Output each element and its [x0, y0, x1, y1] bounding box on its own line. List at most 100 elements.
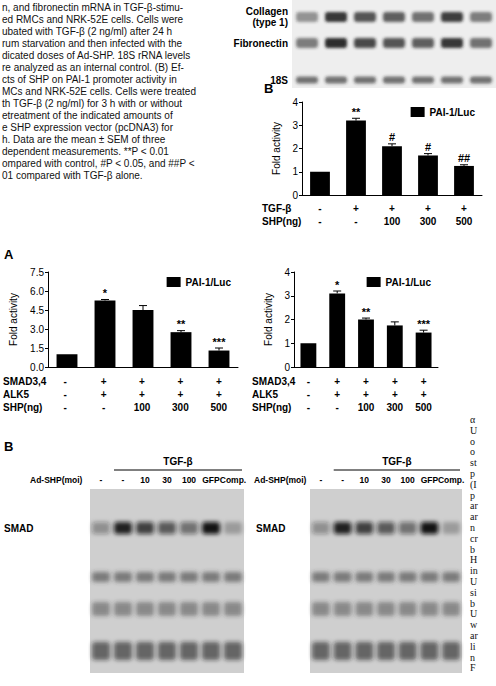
html-text:U: U: [470, 608, 478, 620]
html-text:500: 500: [455, 216, 473, 227]
svg-text:TGF-β: TGF-β: [382, 456, 411, 467]
svg-text:Fold activity: Fold activity: [271, 122, 282, 175]
svg-text:GFP: GFP: [202, 475, 220, 485]
svg-text:**: **: [362, 306, 371, 318]
svg-text:#: #: [425, 141, 431, 153]
svg-text:100: 100: [401, 475, 415, 485]
svg-text:4: 4: [292, 97, 298, 108]
html-text:300: 300: [419, 216, 437, 227]
svg-text:3: 3: [284, 290, 290, 301]
html-text:B: B: [4, 439, 14, 454]
html-text:A: A: [4, 247, 14, 262]
svg-text:0: 0: [284, 362, 290, 373]
html-text:th TGF-β (2 ng/ml) for 3 h wit: th TGF-β (2 ng/ml) for 3 h with or witho…: [2, 98, 183, 109]
svg-text:PAI-1/Luc: PAI-1/Luc: [430, 107, 476, 118]
svg-text:4: 4: [284, 267, 290, 278]
html-text:01 compared with TGF-β alone.: 01 compared with TGF-β alone.: [2, 170, 143, 181]
svg-text:SMAD: SMAD: [256, 523, 285, 534]
html-text:rum starvation and then infect: rum starvation and then infected with th…: [2, 38, 183, 49]
html-text:B: B: [264, 81, 274, 96]
html-text:dicated doses of Ad-SHP. 18S r: dicated doses of Ad-SHP. 18S rRNA levels: [2, 50, 191, 61]
html-text:SHP(ng): SHP(ng): [3, 402, 43, 413]
html-text:ompared with control, #P < 0.0: ompared with control, #P < 0.05, and ##P…: [2, 158, 195, 169]
svg-text:***: ***: [417, 318, 431, 330]
svg-text:2: 2: [284, 314, 290, 325]
html-text:100: 100: [133, 402, 151, 413]
html-text:300: 300: [386, 402, 404, 413]
svg-text:2: 2: [292, 143, 298, 154]
html-text:cr: cr: [470, 532, 478, 544]
svg-text:-: -: [341, 475, 344, 485]
svg-text:3: 3: [292, 120, 298, 131]
svg-text:Fold activity: Fold activity: [8, 293, 19, 346]
html-text:Fibronectin: Fibronectin: [233, 37, 288, 49]
html-text:18S: 18S: [270, 74, 288, 86]
html-text:in: in: [470, 565, 478, 577]
svg-text:10: 10: [140, 475, 150, 485]
svg-text:Ad-SHP(moi): Ad-SHP(moi): [30, 475, 83, 485]
svg-text:Ad-SHP(moi): Ad-SHP(moi): [254, 475, 307, 485]
html-text:dependent measurements. **P <: dependent measurements. **P < 0.01: [2, 146, 169, 157]
html-text:U: U: [470, 424, 478, 436]
html-text:ar: ar: [470, 500, 478, 512]
svg-text:100: 100: [182, 475, 196, 485]
svg-text:***: ***: [213, 336, 227, 348]
svg-text:0.0: 0.0: [30, 362, 44, 373]
html-text:ar: ar: [470, 630, 478, 641]
svg-text:1: 1: [284, 338, 290, 349]
html-text:ar: ar: [470, 511, 478, 523]
html-text:cts of SHP on PAI-1 promoter a: cts of SHP on PAI-1 promoter activity in: [2, 74, 177, 85]
html-text:e SHP expression vector (pcDNA: e SHP expression vector (pcDNA3) for: [2, 122, 173, 133]
svg-text:Comp.: Comp.: [438, 475, 464, 485]
html-text:SMAD3,4: SMAD3,4: [3, 376, 47, 387]
svg-text:30: 30: [162, 475, 172, 485]
html-text:300: 300: [172, 402, 189, 413]
html-text:ed RMCs and NRK-52E cells. Cel: ed RMCs and NRK-52E cells. Cells were: [2, 14, 184, 25]
svg-text:##: ##: [458, 152, 470, 164]
svg-text:-: -: [319, 475, 322, 485]
html-text:100: 100: [357, 402, 375, 413]
svg-text:30: 30: [381, 475, 391, 485]
html-text:n, and fibronectin mRNA in TGF: n, and fibronectin mRNA in TGF-β-stimu-: [2, 2, 184, 13]
svg-text:PAI-1/Luc: PAI-1/Luc: [386, 277, 432, 288]
svg-text:PAI-1/Luc: PAI-1/Luc: [186, 277, 232, 288]
html-text:etreatment of the indicated am: etreatment of the indicated amounts of: [2, 110, 173, 121]
html-text:100: 100: [383, 216, 401, 227]
html-text:SHP(ng): SHP(ng): [252, 402, 292, 413]
svg-text:6.0: 6.0: [30, 286, 44, 297]
html-text:h. Data are the mean ± SEM of: h. Data are the mean ± SEM of three: [2, 134, 166, 145]
svg-text:10: 10: [360, 475, 370, 485]
svg-text:Comp.: Comp.: [220, 475, 246, 485]
html-text:re analyzed as an internal con: re analyzed as an internal control. (B) …: [2, 62, 184, 73]
svg-text:*: *: [335, 279, 340, 291]
svg-text:GFP: GFP: [421, 475, 439, 485]
svg-text:1.5: 1.5: [30, 343, 44, 354]
svg-text:Fold activity: Fold activity: [263, 293, 274, 346]
svg-text:-: -: [122, 475, 125, 485]
svg-text:SMAD: SMAD: [4, 523, 33, 534]
svg-text:3.0: 3.0: [30, 324, 44, 335]
svg-text:TGF-β: TGF-β: [163, 456, 192, 467]
html-text:w: w: [470, 619, 478, 631]
svg-text:7.5: 7.5: [30, 267, 44, 278]
svg-text:-: -: [100, 475, 103, 485]
html-text:ubated with TGF-β (2 ng/ml) af: ubated with TGF-β (2 ng/ml) after 24 h: [2, 26, 173, 37]
html-text:U: U: [470, 576, 478, 587]
svg-text:**: **: [352, 106, 361, 118]
html-text:ALK5: ALK5: [3, 389, 30, 400]
svg-text:1: 1: [292, 166, 298, 177]
html-text:MCs and NRK-52E cells. Cells w: MCs and NRK-52E cells. Cells were treate…: [2, 86, 196, 97]
html-text:SHP(ng): SHP(ng): [262, 216, 302, 227]
svg-text:**: **: [177, 318, 186, 330]
html-text:ALK5: ALK5: [252, 389, 279, 400]
html-text:Collagen (type 1): Collagen (type 1): [245, 6, 288, 28]
svg-text:*: *: [103, 287, 108, 299]
svg-text:0: 0: [292, 190, 298, 201]
svg-text:4.5: 4.5: [30, 305, 44, 316]
svg-text:#: #: [389, 131, 395, 143]
html-text:H: H: [470, 554, 478, 566]
html-text:TGF-β: TGF-β: [262, 203, 292, 214]
html-text:500: 500: [415, 402, 432, 413]
html-text:500: 500: [210, 402, 228, 413]
html-text:SMAD3,4: SMAD3,4: [252, 376, 296, 387]
